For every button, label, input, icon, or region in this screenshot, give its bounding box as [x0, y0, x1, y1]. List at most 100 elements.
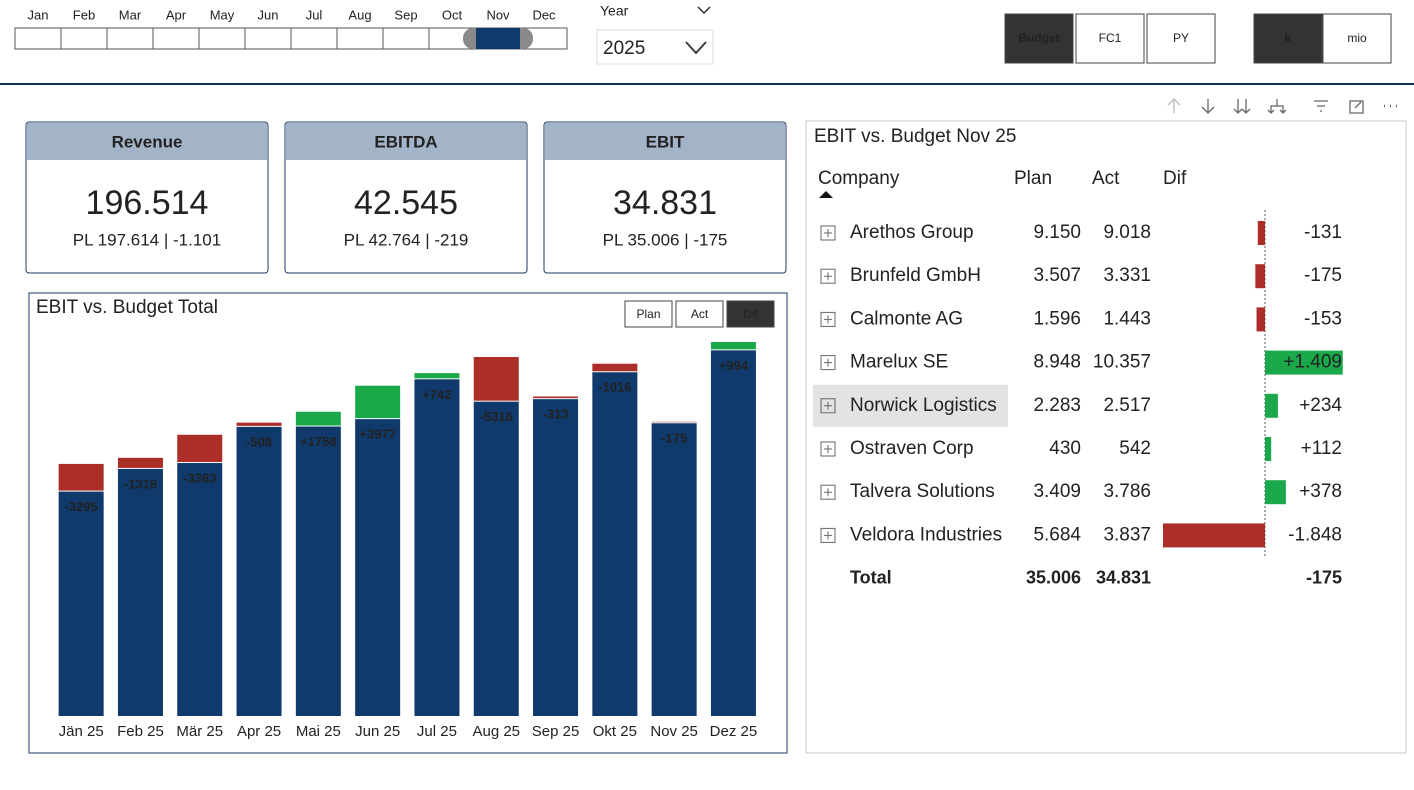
bar-base [592, 372, 638, 716]
toggle-button[interactable] [1322, 13, 1392, 64]
company-name: Ostraven Corp [850, 438, 974, 459]
plan-value: 5.684 [1033, 524, 1081, 545]
dif-bar [1163, 523, 1265, 548]
toggle-button[interactable] [1253, 13, 1323, 64]
chart-toggle-button[interactable] [624, 300, 673, 328]
year-label: Year [600, 3, 629, 19]
x-tick-label: Dez 25 [710, 723, 758, 740]
year-collapse-icon[interactable] [697, 6, 711, 15]
act-value: 3.331 [1103, 265, 1151, 286]
month-cell[interactable] [290, 27, 338, 50]
next-level-icon[interactable] [1233, 99, 1251, 114]
month-label: Feb [73, 7, 95, 22]
kpi-comparison: PL 42.764 | -219 [344, 230, 469, 249]
bar-base [414, 379, 460, 716]
expand-button[interactable] [820, 527, 836, 543]
dif-value: +112 [1301, 438, 1342, 459]
focus-mode-icon[interactable] [1349, 100, 1364, 114]
expand-button[interactable] [820, 355, 836, 371]
column-header[interactable]: Company [818, 168, 900, 189]
chart-toggle-label: Plan [636, 307, 660, 321]
bar-label: -3363 [183, 470, 216, 485]
expand-button[interactable] [820, 484, 836, 500]
bar-base [58, 491, 104, 716]
year-dropdown[interactable] [596, 29, 714, 65]
dropdown-chevron [685, 41, 707, 55]
chart-toggle-button[interactable] [726, 300, 775, 328]
toggle-button[interactable] [1004, 13, 1074, 64]
company-name: Calmonte AG [850, 308, 963, 329]
bar-base [533, 399, 579, 716]
visual-toolbar [1167, 98, 1397, 114]
plan-value: 1.596 [1033, 308, 1081, 329]
expand-button[interactable] [820, 268, 836, 284]
expand-button[interactable] [820, 441, 836, 457]
dif-bar [1257, 221, 1265, 245]
month-label: Nov [486, 7, 510, 22]
filter-icon[interactable] [1314, 100, 1328, 112]
plan-value: 8.948 [1033, 352, 1081, 373]
act-value: 9.018 [1103, 222, 1151, 243]
act-value: 3.837 [1103, 524, 1151, 545]
toggle-button[interactable] [1075, 13, 1145, 64]
bar-base [651, 423, 697, 716]
month-cell[interactable] [152, 27, 200, 50]
company-name: Norwick Logistics [850, 395, 997, 416]
kpi-header [286, 123, 526, 160]
kpi-title: Revenue [112, 132, 183, 151]
month-cell[interactable] [198, 27, 246, 50]
dif-value: +1.409 [1283, 352, 1342, 373]
total-plan: 35.006 [1026, 567, 1081, 587]
month-label: Jun [258, 7, 279, 22]
expand-button[interactable] [820, 311, 836, 327]
plan-value: 9.150 [1033, 222, 1081, 243]
total-act: 34.831 [1096, 567, 1151, 587]
company-name: Marelux SE [850, 352, 948, 373]
expand-button[interactable] [820, 225, 836, 241]
expand-icon[interactable] [1267, 99, 1287, 114]
month-cell[interactable] [106, 27, 154, 50]
kpi-comparison: PL 35.006 | -175 [603, 230, 728, 249]
toggle-button[interactable] [1146, 13, 1216, 64]
x-tick-label: Sep 25 [532, 723, 580, 740]
month-label: Sep [394, 7, 417, 22]
bar-label: +1758 [300, 434, 337, 449]
column-header: Dif [1163, 168, 1187, 189]
bar-label: -508 [246, 434, 272, 449]
month-cell[interactable] [244, 27, 292, 50]
dif-value: -153 [1304, 308, 1342, 329]
kpi-comparison: PL 197.614 | -1.101 [73, 230, 221, 249]
kpi-value: 34.831 [613, 184, 717, 222]
bar-base [177, 463, 223, 716]
company-name: Veldora Industries [850, 524, 1002, 545]
kpi-header [545, 123, 785, 160]
company-name: Talvera Solutions [850, 481, 995, 502]
month-cell[interactable] [382, 27, 430, 50]
act-value: 10.357 [1093, 352, 1151, 373]
month-cell[interactable] [60, 27, 108, 50]
dif-value: -131 [1304, 222, 1342, 243]
bar-difference [236, 422, 282, 426]
x-tick-label: Nov 25 [650, 723, 698, 740]
x-tick-label: Aug 25 [472, 723, 520, 740]
bar-label: -1318 [124, 476, 157, 491]
expand-plus [824, 445, 832, 453]
x-tick-label: Jän 25 [59, 723, 104, 740]
bar-difference [295, 411, 341, 426]
total-dif: -175 [1306, 567, 1342, 587]
month-cell[interactable] [14, 27, 62, 50]
drill-down-icon[interactable] [1201, 99, 1215, 114]
table-panel [805, 120, 1407, 754]
plan-value: 430 [1049, 438, 1081, 459]
column-header: Plan [1014, 168, 1052, 189]
expand-button[interactable] [820, 398, 836, 414]
plan-value: 3.507 [1033, 265, 1081, 286]
dif-bar [1256, 307, 1265, 332]
kpi-title: EBIT [646, 132, 685, 151]
button-label: k [1285, 31, 1292, 45]
month-label: Jan [28, 7, 49, 22]
chart-toggle-button[interactable] [675, 300, 724, 328]
drill-up-icon[interactable] [1167, 98, 1181, 113]
month-cell[interactable] [336, 27, 384, 50]
